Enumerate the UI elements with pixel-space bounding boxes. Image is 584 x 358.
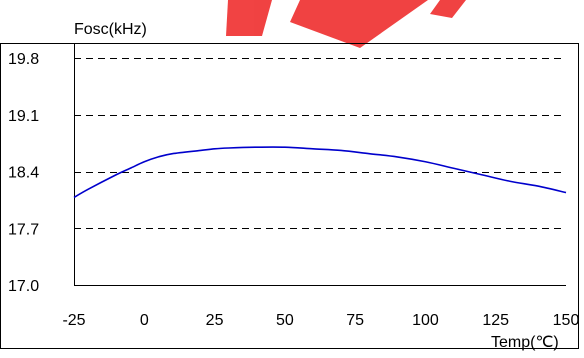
- y-axis-label: Fosc(kHz): [74, 21, 147, 38]
- x-tick-label: 50: [276, 312, 294, 329]
- y-tick-label: 17.0: [8, 278, 39, 295]
- y-axis-ticks: 17.0 17.7 18.4 19.1 19.8: [8, 51, 39, 295]
- x-axis-label: Temp(℃): [491, 334, 559, 351]
- watermark-shape-center: [290, 0, 428, 48]
- x-tick-label: 100: [412, 312, 439, 329]
- x-tick-label: 125: [482, 312, 509, 329]
- watermark-shape-right: [430, 0, 466, 18]
- x-tick-label: 150: [553, 312, 580, 329]
- series-line-0: [73, 146, 567, 199]
- series-group: [73, 146, 567, 199]
- x-tick-label: 75: [346, 312, 364, 329]
- y-tick-label: 19.8: [8, 51, 39, 68]
- plot-frame: [0, 43, 579, 349]
- y-tick-label: 18.4: [8, 165, 39, 182]
- watermark-shape-left: [226, 0, 272, 36]
- x-tick-label: -25: [62, 312, 85, 329]
- y-tick-label: 19.1: [8, 108, 39, 125]
- y-tick-label: 17.7: [8, 221, 39, 238]
- x-tick-label: 0: [140, 312, 149, 329]
- x-axis-ticks: -25 0 25 50 75 100 125 150: [62, 312, 579, 329]
- watermark-logo: [226, 0, 466, 48]
- x-tick-label: 25: [206, 312, 224, 329]
- grid-lines: [74, 43, 566, 286]
